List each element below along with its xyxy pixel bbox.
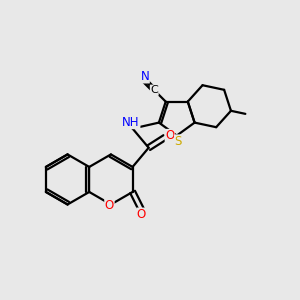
Text: O: O <box>105 199 114 212</box>
Text: N: N <box>140 70 149 83</box>
Text: NH: NH <box>122 116 140 129</box>
Text: O: O <box>165 130 175 142</box>
Text: S: S <box>175 135 182 148</box>
Text: O: O <box>137 208 146 221</box>
Text: C: C <box>150 85 158 95</box>
